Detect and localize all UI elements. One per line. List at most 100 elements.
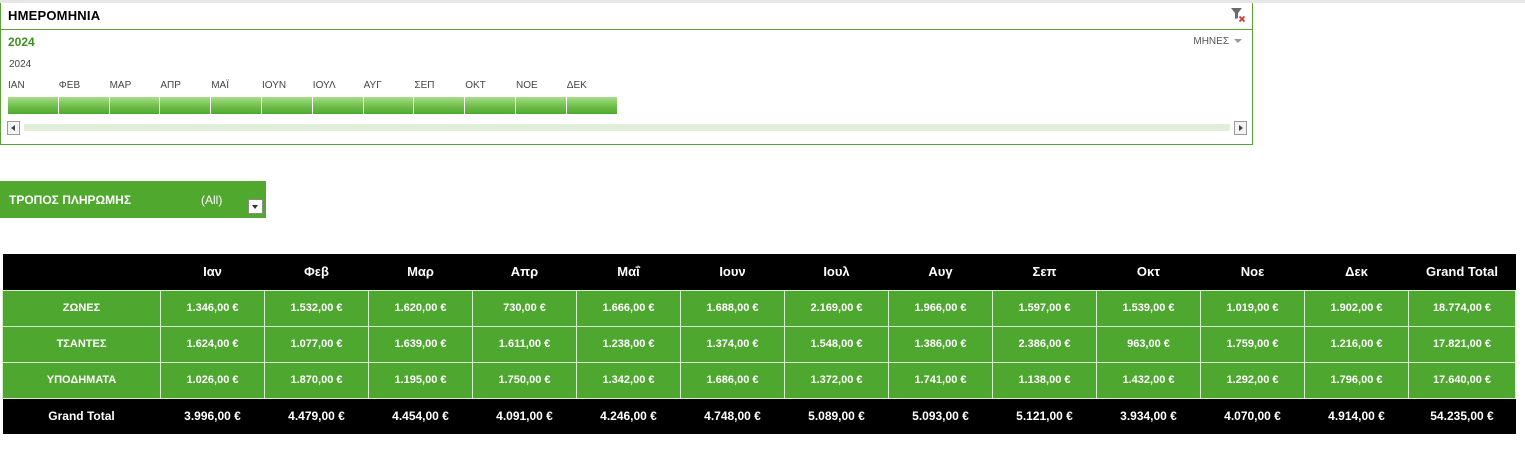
value-cell: 1.750,00 €	[472, 361, 577, 399]
row-label: ΥΠΟΔΗΜΑΤΑ	[2, 361, 161, 399]
value-cell: 963,00 €	[1096, 325, 1201, 363]
value-cell: 1.386,00 €	[888, 325, 993, 363]
grand-total-row: Grand Total 3.996,00 €4.479,00 €4.454,00…	[2, 398, 1516, 434]
scroll-right-arrow-icon[interactable]	[1234, 121, 1247, 135]
grand-total-cell: 4.914,00 €	[1304, 398, 1409, 434]
value-cell: 1.019,00 €	[1200, 289, 1305, 327]
timeline-year-label: 2024	[9, 59, 32, 70]
row-label: ΤΣΑΝΤΕΣ	[2, 325, 161, 363]
row-label: ΖΩΝΕΣ	[2, 289, 161, 327]
column-header: Grand Total	[1408, 254, 1516, 290]
filter-dropdown-button[interactable]	[248, 199, 263, 214]
timeline-month-label: ΙΑΝ	[8, 80, 25, 91]
timeline-month-label: ΟΚΤ	[465, 80, 486, 91]
timeline-month-cell[interactable]	[516, 97, 567, 114]
filter-value: (All)	[201, 193, 223, 207]
value-cell: 1.374,00 €	[680, 325, 785, 363]
column-header: Ιουν	[680, 254, 785, 290]
value-cell: 1.195,00 €	[368, 361, 473, 399]
timeline-month-cell[interactable]	[312, 97, 364, 114]
value-cell: 17.640,00 €	[1408, 361, 1516, 399]
grand-total-cell: 3.996,00 €	[160, 398, 265, 434]
grand-total-cell: 4.246,00 €	[576, 398, 681, 434]
value-cell: 2.169,00 €	[784, 289, 889, 327]
timeline-month-cell[interactable]	[465, 97, 516, 114]
value-cell: 1.796,00 €	[1304, 361, 1409, 399]
column-header: Νοε	[1200, 254, 1305, 290]
value-cell: 1.532,00 €	[264, 289, 369, 327]
value-cell: 1.597,00 €	[992, 289, 1097, 327]
value-cell: 1.870,00 €	[264, 361, 369, 399]
date-timeline-slicer[interactable]: ΗΜΕΡΟΜΗΝΙΑ 2024 ΜΗΝΕΣ 2024 ΙΑΝ ΦΕΒ ΜΑΡ ΑΠΡ Μ…	[0, 3, 1253, 145]
pivot-row: ΖΩΝΕΣ 1.346,00 €1.532,00 €1.620,00 €730,0…	[2, 289, 1516, 327]
pivot-row: ΤΣΑΝΤΕΣ 1.624,00 €1.077,00 €1.639,00 €1.6…	[2, 325, 1516, 363]
timeline-month-label: ΣΕΠ	[414, 80, 435, 91]
timeline-month-cell[interactable]	[211, 97, 262, 114]
grand-total-cell: 4.748,00 €	[680, 398, 785, 434]
value-cell: 1.902,00 €	[1304, 289, 1409, 327]
column-header: Ιαν	[160, 254, 265, 290]
timeline-month-cell[interactable]	[262, 97, 313, 114]
timeline-month-cell[interactable]	[414, 97, 466, 114]
value-cell: 1.759,00 €	[1200, 325, 1305, 363]
value-cell: 730,00 €	[472, 289, 577, 327]
timeline-header: ΗΜΕΡΟΜΗΝΙΑ	[1, 3, 1252, 30]
value-cell: 1.639,00 €	[368, 325, 473, 363]
chevron-down-icon	[252, 205, 258, 209]
column-header: Αυγ	[888, 254, 993, 290]
value-cell: 1.688,00 €	[680, 289, 785, 327]
timeline-month-cell[interactable]	[363, 97, 415, 114]
sheet-top-border	[0, 0, 1525, 3]
column-header: Ιουλ	[784, 254, 889, 290]
timeline-month-label: ΝΟΕ	[516, 80, 538, 91]
pivot-header-row: Ιαν Φεβ Μαρ Απρ Μαΐ Ιουν Ιουλ Αυγ Σεπ Οκτ Νοε Δεκ Gr…	[2, 254, 1516, 290]
grand-total-cell: 5.121,00 €	[992, 398, 1097, 434]
chevron-down-icon	[1234, 39, 1242, 44]
timeline-selected-period: 2024	[8, 35, 35, 49]
value-cell: 1.238,00 €	[576, 325, 681, 363]
value-cell: 1.966,00 €	[888, 289, 993, 327]
grand-total-label: Grand Total	[2, 398, 161, 434]
timeline-month-cell[interactable]	[58, 97, 110, 114]
value-cell: 1.372,00 €	[784, 361, 889, 399]
timeline-title: ΗΜΕΡΟΜΗΝΙΑ	[8, 8, 101, 23]
column-header: Απρ	[472, 254, 577, 290]
value-cell: 1.686,00 €	[680, 361, 785, 399]
pivot-corner-cell	[2, 254, 161, 290]
grand-total-cell: 5.089,00 €	[784, 398, 889, 434]
timeline-month-cell[interactable]	[109, 97, 161, 114]
clear-filter-icon[interactable]	[1230, 7, 1246, 23]
timeline-month-label: ΦΕΒ	[58, 80, 81, 91]
value-cell: 2.386,00 €	[992, 325, 1097, 363]
column-header: Φεβ	[264, 254, 369, 290]
timeline-scrollbar[interactable]	[7, 121, 1247, 135]
value-cell: 1.624,00 €	[160, 325, 265, 363]
grand-total-cell: 4.454,00 €	[368, 398, 473, 434]
timeline-month-cell[interactable]	[566, 97, 618, 114]
timeline-month-label: ΜΑΡ	[109, 80, 132, 91]
timeline-month-label: ΙΟΥΝ	[262, 80, 287, 91]
value-cell: 18.774,00 €	[1408, 289, 1516, 327]
grand-total-cell: 5.093,00 €	[888, 398, 993, 434]
timeline-month-label: ΜΑΪ	[211, 80, 229, 91]
value-cell: 1.346,00 €	[160, 289, 265, 327]
column-header: Μαΐ	[576, 254, 681, 290]
timeline-month-label: ΑΥΓ	[363, 80, 382, 91]
filter-field-label: ΤΡΟΠΟΣ ΠΛΗΡΩΜΗΣ	[9, 193, 132, 207]
time-level-dropdown[interactable]: ΜΗΝΕΣ	[1193, 36, 1242, 47]
timeline-month-cell[interactable]	[8, 97, 59, 114]
value-cell: 1.077,00 €	[264, 325, 369, 363]
column-header: Δεκ	[1304, 254, 1409, 290]
value-cell: 1.620,00 €	[368, 289, 473, 327]
scroll-left-arrow-icon[interactable]	[7, 121, 20, 135]
column-header: Οκτ	[1096, 254, 1201, 290]
pivot-row: ΥΠΟΔΗΜΑΤΑ 1.026,00 €1.870,00 €1.195,00 €1…	[2, 361, 1516, 399]
timeline-month-label: ΔΕΚ	[566, 80, 587, 91]
timeline-month-cell[interactable]	[160, 97, 212, 114]
grand-total-cell: 3.934,00 €	[1096, 398, 1201, 434]
value-cell: 1.026,00 €	[160, 361, 265, 399]
column-header: Μαρ	[368, 254, 473, 290]
scrollbar-track[interactable]	[24, 124, 1230, 131]
value-cell: 1.611,00 €	[472, 325, 577, 363]
value-cell: 1.432,00 €	[1096, 361, 1201, 399]
